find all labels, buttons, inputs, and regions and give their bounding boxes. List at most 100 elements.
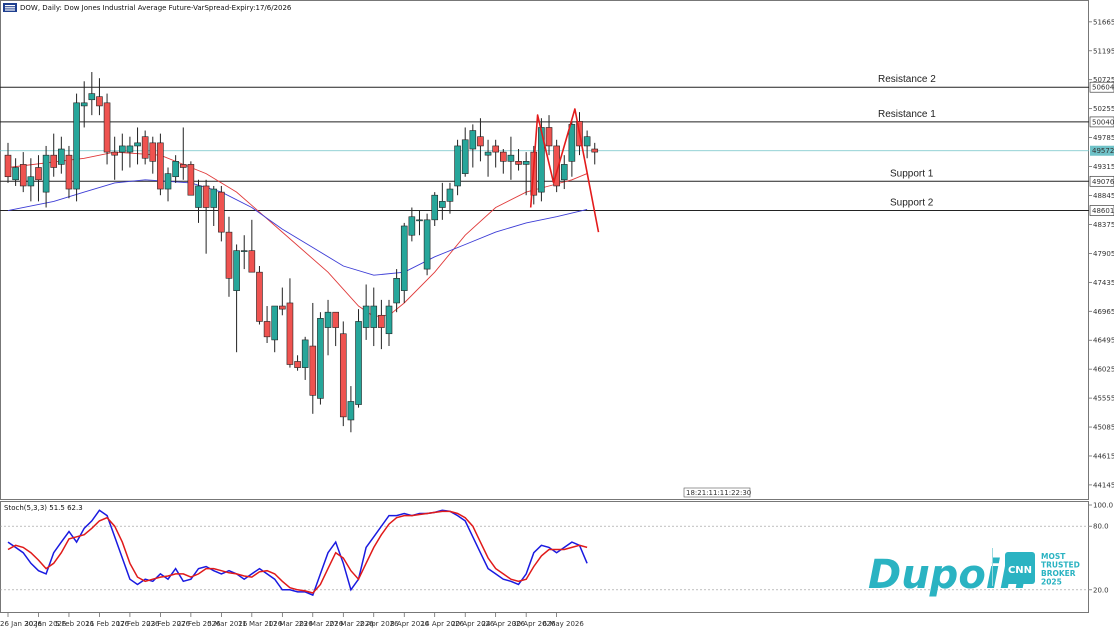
- candle: [454, 139, 461, 196]
- candle-body: [218, 191, 225, 233]
- candle: [583, 130, 591, 159]
- level-price-tag-text: 48601: [1092, 207, 1114, 215]
- candle: [385, 299, 393, 347]
- price-tick-label: 44145: [1093, 481, 1114, 489]
- candle-body: [378, 314, 385, 328]
- candle-body: [347, 401, 355, 421]
- candle: [119, 133, 126, 171]
- candle: [141, 130, 149, 165]
- candle: [202, 179, 210, 254]
- candle: [378, 299, 385, 350]
- candle: [332, 311, 339, 347]
- level-label: Resistance 1: [878, 109, 936, 120]
- candle-body: [431, 194, 439, 221]
- candle-body: [233, 250, 240, 291]
- candle-body: [50, 154, 58, 168]
- price-tick-label: 46495: [1093, 337, 1114, 345]
- candle-body: [515, 161, 522, 165]
- candle: [50, 133, 58, 177]
- date-tick-label: 6 May 2026: [543, 620, 585, 628]
- candle-body: [324, 311, 332, 328]
- candle: [439, 182, 446, 220]
- stoch-series-line: [7, 510, 588, 594]
- candle-body: [240, 250, 248, 252]
- brand-divider: [992, 548, 993, 586]
- candle-body: [355, 321, 362, 405]
- candle: [35, 155, 42, 202]
- candle: [461, 127, 469, 177]
- date-tick-label: 8 Apr 2026: [390, 620, 429, 628]
- window-title: DOW, Daily: Dow Jones Industrial Average…: [20, 4, 292, 12]
- candle-body: [256, 271, 263, 322]
- level-price-tag: [1089, 175, 1114, 187]
- candle-body: [279, 305, 286, 310]
- candle-body: [484, 151, 492, 156]
- level-price-tag: [1089, 205, 1114, 216]
- date-tick-label: 27 Feb 2026: [177, 620, 221, 628]
- candle: [248, 219, 256, 273]
- time-box: [683, 487, 751, 498]
- candle-body: [271, 305, 279, 341]
- tagline-line-2: TRUSTED: [1041, 561, 1080, 570]
- time-box-label: 18:21:11:11:22:30: [686, 489, 751, 497]
- candle: [157, 133, 164, 196]
- candle-body: [400, 225, 408, 291]
- candle-body: [80, 102, 88, 107]
- candle: [370, 287, 378, 347]
- candle-body: [12, 167, 19, 181]
- candle: [416, 210, 423, 236]
- candle-body: [591, 148, 599, 153]
- candle: [279, 287, 286, 316]
- level-price-tag-text: 50040: [1092, 118, 1114, 126]
- candle: [347, 386, 355, 433]
- candle: [507, 136, 515, 180]
- price-tick-label: 50255: [1093, 105, 1114, 113]
- candle-body: [225, 231, 233, 279]
- date-tick-label: 23 Feb 2026: [146, 620, 190, 628]
- candle: [187, 161, 195, 196]
- level-price-tag: [1089, 116, 1114, 128]
- chart-menu-icon[interactable]: [3, 3, 17, 12]
- brand-logo: Dupoin: [868, 552, 1028, 598]
- price-tick-label: 51665: [1093, 18, 1114, 26]
- candle-body: [492, 145, 499, 153]
- candle-body: [65, 154, 73, 190]
- candle-body: [454, 145, 461, 187]
- candle: [446, 182, 454, 214]
- candle-body: [27, 176, 35, 187]
- price-tick-label: 46025: [1093, 366, 1114, 374]
- candle-body: [111, 151, 118, 156]
- candle-body: [179, 164, 187, 168]
- candle-body: [263, 321, 271, 338]
- candle-body: [339, 333, 347, 418]
- date-tick-label: 14 Apr 2026: [421, 620, 465, 628]
- candle: [65, 145, 73, 199]
- date-tick-label: 30 Apr 2026: [512, 620, 556, 628]
- candle: [134, 127, 141, 165]
- candle-body: [73, 102, 80, 190]
- candle-body: [545, 127, 553, 147]
- candle-body: [416, 219, 423, 222]
- price-tick-label: 48375: [1093, 221, 1114, 229]
- level-price-tag-text: 50604: [1092, 84, 1114, 92]
- candle: [492, 139, 499, 168]
- candle-body: [317, 318, 324, 399]
- candle: [225, 216, 233, 297]
- candle: [73, 93, 80, 202]
- candle: [240, 235, 248, 270]
- candle: [553, 139, 560, 193]
- date-tick-label: 5 Mar 2026: [207, 620, 247, 628]
- candle: [179, 127, 187, 180]
- level-label: Support 1: [890, 168, 934, 179]
- candle: [499, 149, 507, 174]
- annotation-zigzag-line: [529, 108, 600, 233]
- candle-body: [4, 154, 12, 178]
- candle: [400, 222, 408, 303]
- price-tick-label: 50725: [1093, 76, 1114, 84]
- date-tick-label: 17 Feb 2026: [116, 620, 160, 628]
- date-tick-label: 17 Mar 2026: [268, 620, 313, 628]
- price-tick-label: 48845: [1093, 192, 1114, 200]
- candle-body: [568, 124, 576, 162]
- candle: [126, 136, 134, 168]
